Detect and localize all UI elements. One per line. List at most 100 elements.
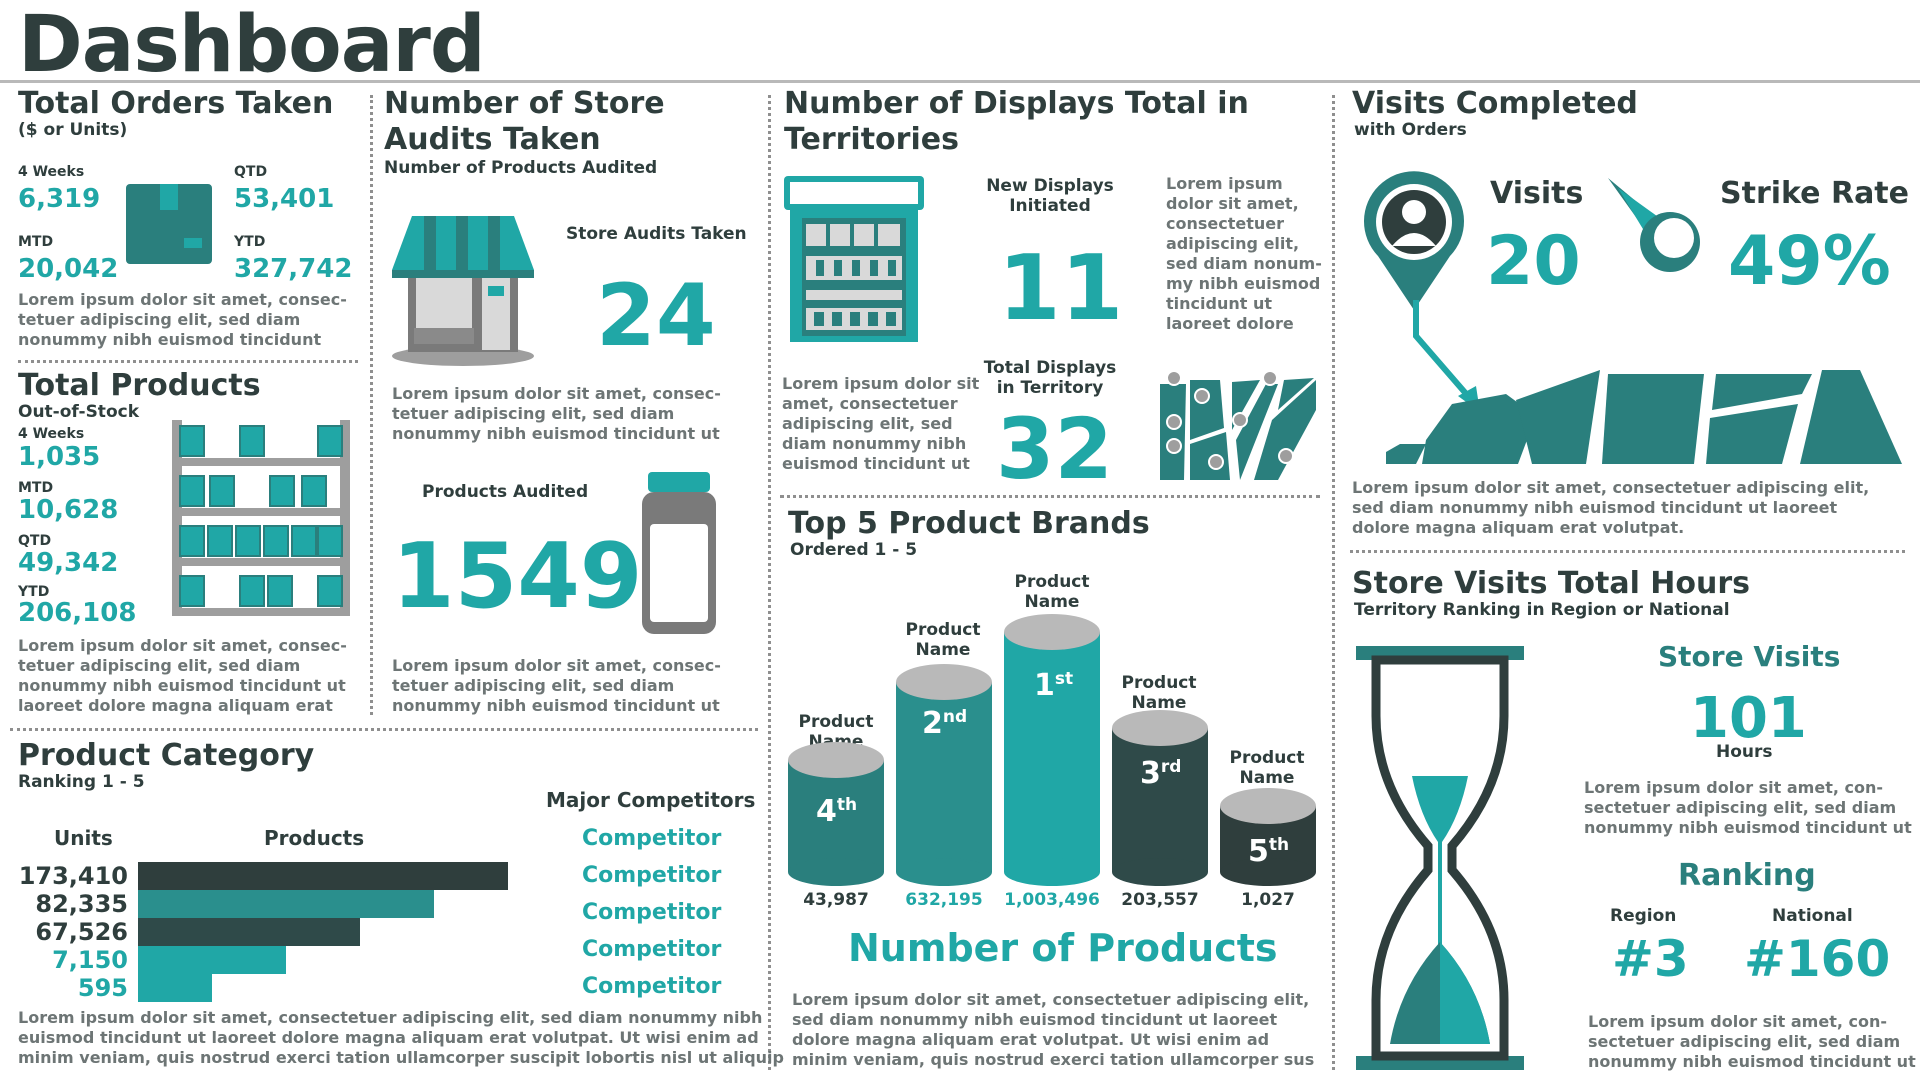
category-subtitle: Ranking 1 - 5 xyxy=(18,772,145,792)
location-pin-icon xyxy=(1364,171,1464,310)
hours-lorem-1: Lorem ipsum dolor sit amet, con-sectetue… xyxy=(1584,778,1912,837)
separator xyxy=(10,728,758,731)
category-bar-2 xyxy=(138,890,434,918)
cylinder-3rd xyxy=(1112,710,1208,886)
brand-name-3: Product Name xyxy=(1121,673,1197,713)
category-lorem: Lorem ipsum dolor sit amet, consectetuer… xyxy=(18,1008,784,1067)
comet-icon xyxy=(1608,178,1700,272)
brands-footer-title: Number of Products xyxy=(848,926,1278,970)
brand-rank-3: 3rd xyxy=(1140,756,1182,791)
audits-lorem-2: Lorem ipsum dolor sit amet, consec-tetue… xyxy=(392,656,721,715)
title-underline xyxy=(0,80,1920,83)
total-displays-label: Total Displays in Territory xyxy=(983,358,1117,398)
competitors-header: Major Competitors xyxy=(546,788,756,812)
brand-rank-2: 2nd xyxy=(922,706,968,741)
strike-value: 49% xyxy=(1728,222,1891,301)
region-value: #3 xyxy=(1612,930,1689,988)
orders-weeks-value: 6,319 xyxy=(18,184,101,214)
products-title: Total Products xyxy=(18,368,261,403)
orders-ytd-value: 327,742 xyxy=(234,254,353,284)
category-units-4: 7,150 xyxy=(52,946,128,974)
brand-value-3: 203,557 xyxy=(1121,890,1199,910)
hourglass-icon xyxy=(1356,646,1524,1070)
category-title: Product Category xyxy=(18,738,315,773)
orders-weeks-label: 4 Weeks xyxy=(18,164,85,180)
products-subtitle: Out-of-Stock xyxy=(18,402,140,422)
separator xyxy=(1350,550,1905,553)
brand-name-2: Product Name xyxy=(905,620,981,660)
products-mtd-value: 10,628 xyxy=(18,495,119,525)
jar-icon xyxy=(642,472,716,634)
box-icon xyxy=(126,184,212,264)
brand-value-5: 1,027 xyxy=(1241,890,1295,910)
products-weeks-label: 4 Weeks xyxy=(18,426,85,442)
brand-value-1: 1,003,496 xyxy=(1004,890,1100,910)
visits-title: Visits Completed xyxy=(1352,86,1638,121)
brands-subtitle: Ordered 1 - 5 xyxy=(790,540,918,560)
products-qtd-value: 49,342 xyxy=(18,548,119,578)
products-ytd-label: YTD xyxy=(18,584,50,600)
products-ytd-value: 206,108 xyxy=(18,598,137,628)
hours-value: 101 xyxy=(1690,686,1807,751)
products-audited-label: Products Audited xyxy=(422,482,589,502)
page-title: Dashboard xyxy=(18,0,486,90)
brand-name-5: Product Name xyxy=(1229,748,1305,788)
display-case-icon xyxy=(784,176,924,342)
competitor-4: Competitor xyxy=(582,937,722,962)
store-icon xyxy=(392,216,534,366)
visits-value: 20 xyxy=(1486,222,1581,301)
units-header: Units xyxy=(54,826,113,850)
category-units-3: 67,526 xyxy=(35,918,128,946)
category-units-5: 595 xyxy=(77,974,128,1002)
displays-lorem-left: Lorem ipsum dolor sit amet, consectetuer a… xyxy=(782,374,980,473)
category-units-2: 82,335 xyxy=(35,890,128,918)
audits-subtitle: Number of Products Audited xyxy=(384,158,658,178)
cylinder-4th xyxy=(788,742,884,886)
region-label: Region xyxy=(1610,906,1677,926)
map-blocks-icon xyxy=(1386,370,1902,464)
competitor-1: Competitor xyxy=(582,826,722,851)
category-bar-3 xyxy=(138,918,360,946)
hours-label: Hours xyxy=(1716,742,1773,762)
brand-rank-1: 1st xyxy=(1034,668,1074,703)
separator xyxy=(18,360,358,363)
orders-qtd-label: QTD xyxy=(234,164,268,180)
visits-subtitle: with Orders xyxy=(1354,120,1467,140)
ranking-label: Ranking xyxy=(1678,858,1816,893)
audits-title: Number of Store Audits Taken xyxy=(384,86,665,157)
brand-rank-4: 4th xyxy=(816,794,858,829)
territory-map-icon xyxy=(1160,370,1316,480)
orders-title: Total Orders Taken xyxy=(18,86,334,121)
separator xyxy=(370,95,373,715)
cylinder-5th xyxy=(1220,788,1316,886)
category-bar-4 xyxy=(138,946,286,974)
cylinder-2nd xyxy=(896,664,992,886)
products-mtd-label: MTD xyxy=(18,480,54,496)
separator xyxy=(780,495,1320,498)
category-bar-1 xyxy=(138,862,508,890)
orders-mtd-label: MTD xyxy=(18,234,54,250)
national-value: #160 xyxy=(1744,930,1891,988)
products-lorem: Lorem ipsum dolor sit amet, consec-tetue… xyxy=(18,636,347,715)
visits-label: Visits xyxy=(1490,176,1584,211)
brand-value-4: 43,987 xyxy=(803,890,869,910)
hours-lorem-2: Lorem ipsum dolor sit amet, con-sectetue… xyxy=(1588,1012,1916,1071)
national-label: National xyxy=(1772,906,1853,926)
displays-title: Number of Displays Total in Territories xyxy=(784,86,1249,157)
hours-subtitle: Territory Ranking in Region or National xyxy=(1354,600,1730,620)
brand-rank-5: 5th xyxy=(1248,834,1290,869)
category-bar-5 xyxy=(138,974,212,1002)
brand-value-2: 632,195 xyxy=(905,890,983,910)
brands-cylinders xyxy=(788,614,1316,886)
total-displays-value: 32 xyxy=(996,400,1113,498)
products-header: Products xyxy=(264,826,365,850)
brands-lorem: Lorem ipsum dolor sit amet, consectetuer… xyxy=(792,990,1315,1069)
products-qtd-label: QTD xyxy=(18,533,52,549)
store-audits-label: Store Audits Taken xyxy=(566,224,747,244)
brand-name-1: Product Name xyxy=(1014,572,1090,612)
brands-title: Top 5 Product Brands xyxy=(788,506,1150,541)
visits-lorem: Lorem ipsum dolor sit amet, consectetuer… xyxy=(1352,478,1870,537)
orders-subtitle: ($ or Units) xyxy=(18,120,128,140)
competitor-3: Competitor xyxy=(582,900,722,925)
category-units-1: 173,410 xyxy=(18,862,128,890)
